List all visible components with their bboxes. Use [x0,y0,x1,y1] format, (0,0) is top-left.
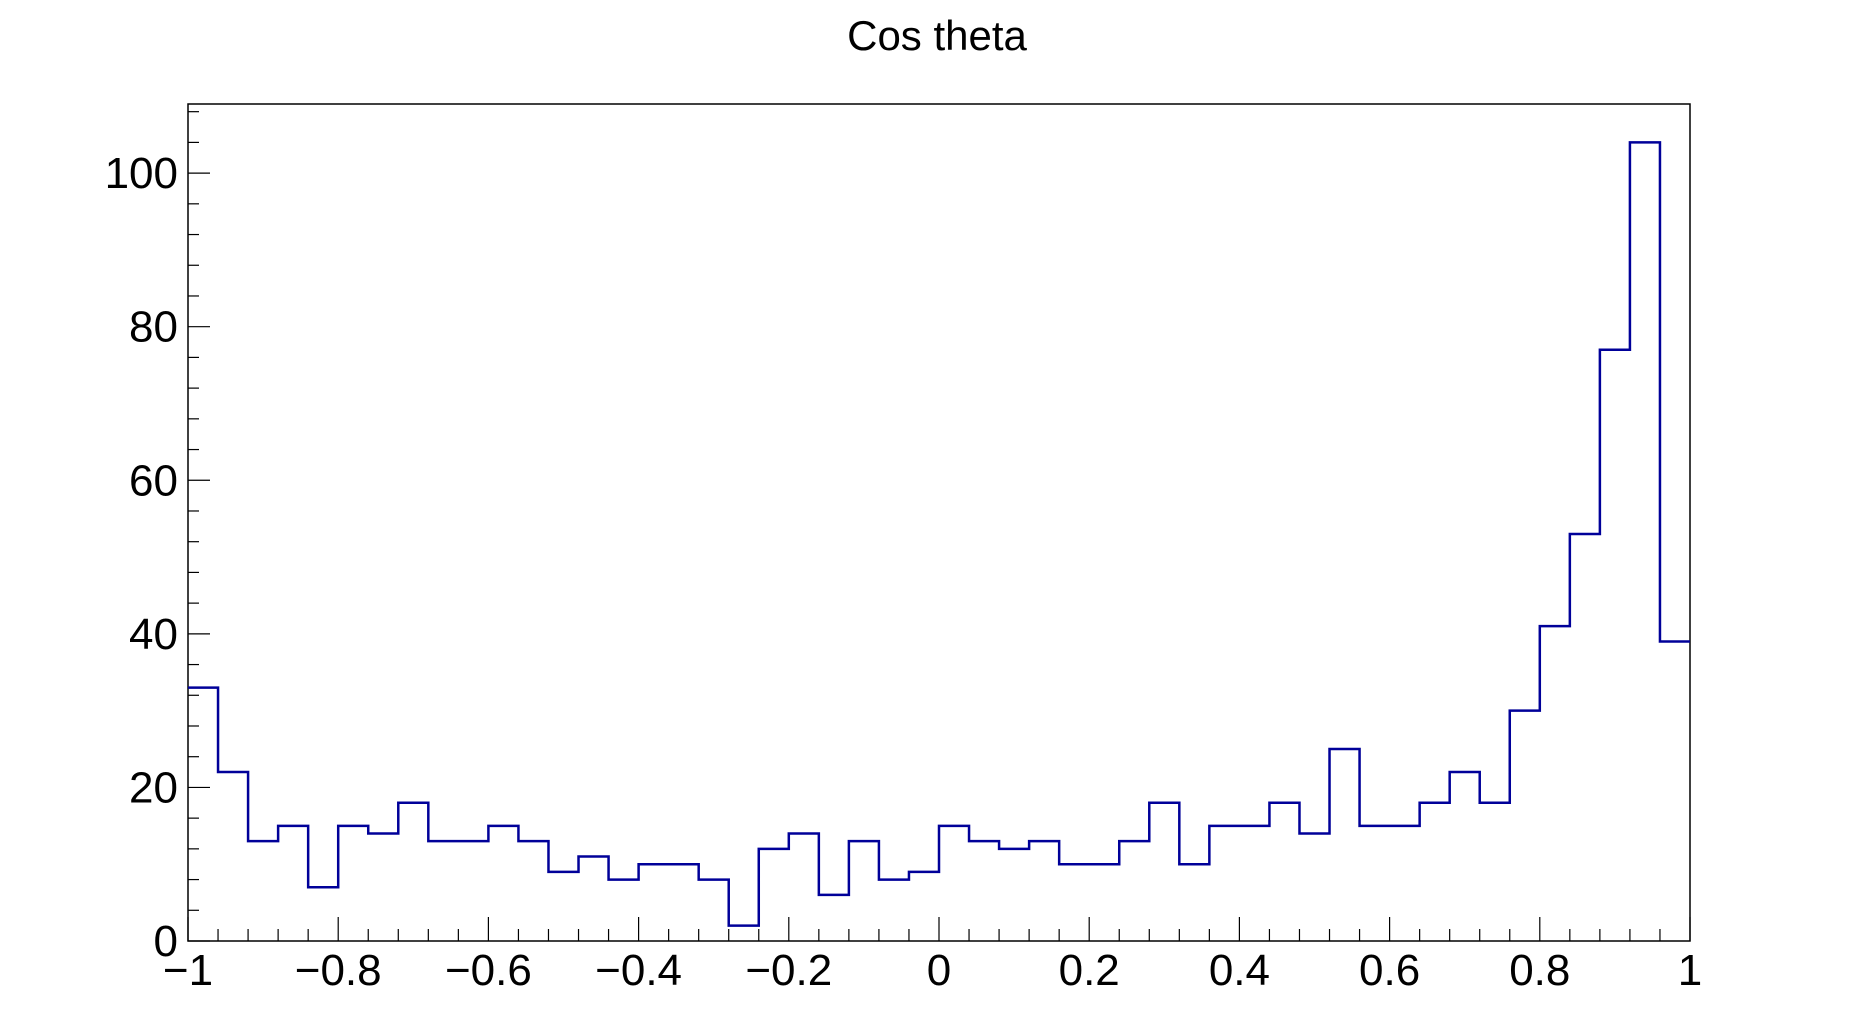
y-tick-label: 0 [154,917,178,966]
x-tick-label: −0.8 [295,946,382,995]
x-tick-label: 0.8 [1509,946,1570,995]
y-tick-label: 40 [129,610,178,659]
x-tick-label: 0.2 [1059,946,1120,995]
y-axis: 0 20 40 60 80 100 [105,111,210,966]
x-tick-label: −0.2 [745,946,832,995]
x-tick-label: 0 [927,946,951,995]
x-tick-label: −0.4 [595,946,682,995]
y-tick-label: 80 [129,303,178,352]
histogram-series-line [188,141,1690,927]
y-tick-label: 60 [129,456,178,505]
x-tick-label: −0.6 [445,946,532,995]
y-tick-label: 100 [105,149,178,198]
x-tick-label: 0.6 [1359,946,1420,995]
x-tick-label: −1 [163,946,213,995]
y-tick-label: 20 [129,763,178,812]
x-tick-label: 0.4 [1209,946,1270,995]
x-tick-label: 1 [1678,946,1702,995]
x-axis: −1 −0.8 −0.6 −0.4 −0.2 0 0.2 0.4 0.6 0.8 1 [163,917,1702,995]
chart-title: Cos theta [847,12,1027,59]
